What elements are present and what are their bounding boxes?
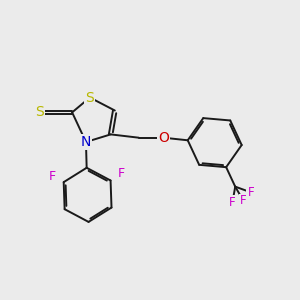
Text: F: F <box>240 194 247 207</box>
Text: F: F <box>248 186 254 199</box>
Text: F: F <box>49 170 56 183</box>
Text: O: O <box>158 131 169 145</box>
Text: S: S <box>35 105 44 119</box>
Text: F: F <box>118 167 125 180</box>
Text: S: S <box>85 91 94 104</box>
Text: F: F <box>229 196 236 209</box>
Text: N: N <box>81 135 91 149</box>
